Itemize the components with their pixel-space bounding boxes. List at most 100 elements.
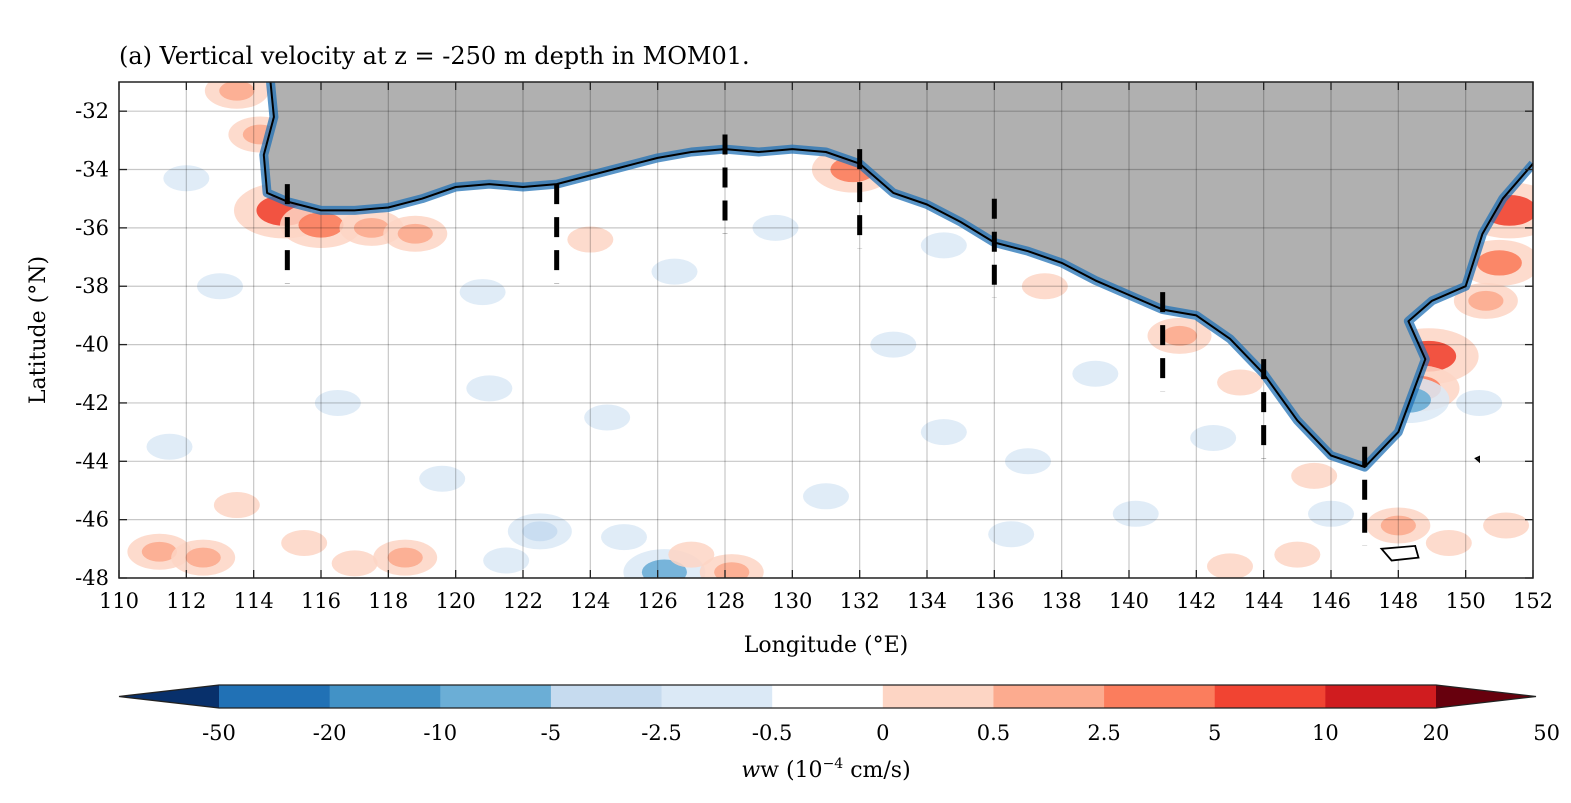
downwelling-patch-26 <box>988 521 1035 548</box>
downwelling-patch-6 <box>163 165 210 192</box>
y-tick-label--38: -38 <box>75 274 109 298</box>
x-tick-label-122: 122 <box>503 589 543 613</box>
coastline <box>259 82 1533 562</box>
downwelling-patch-29 <box>1190 424 1237 451</box>
plot-area <box>119 82 1533 578</box>
x-tick-label-126: 126 <box>638 589 678 613</box>
x-tick-label-134: 134 <box>907 589 947 613</box>
colorbar-tick-label-9: 5 <box>1208 721 1221 745</box>
x-tick-label-150: 150 <box>1446 589 1486 613</box>
upwelling-core-32 <box>1380 515 1416 536</box>
colorbar-bin-4 <box>661 685 773 708</box>
colorbar-tick-label-11: 20 <box>1423 721 1450 745</box>
upwelling-patch-31 <box>1274 541 1321 568</box>
colorbar-tick-label-4: -2.5 <box>641 721 682 745</box>
y-tick-label--46: -46 <box>75 508 109 532</box>
island-outline-1 <box>1474 455 1480 464</box>
colorbar-bin-7 <box>993 685 1105 708</box>
x-tick-label-152: 152 <box>1513 589 1553 613</box>
section-lines <box>284 134 1368 546</box>
downwelling-patch-8 <box>459 279 506 306</box>
colorbar-bin-8 <box>1104 685 1216 708</box>
downwelling-patch-35 <box>1456 389 1503 416</box>
upwelling-core-17 <box>387 547 423 568</box>
x-tick-label-118: 118 <box>368 589 408 613</box>
x-axis-ticks: 110 112 114 116 118 120 122 124 126 128 130 132 134 1… <box>99 82 1553 613</box>
colorbar-extend-high <box>1436 685 1536 708</box>
colorbar: -50 -20 -10 -5 -2.5 -0.5 0 0.5 2.5 5 10 20 50 <box>118 684 1560 745</box>
upwelling-core-14 <box>141 541 177 562</box>
x-tick-label-148: 148 <box>1378 589 1418 613</box>
x-tick-label-136: 136 <box>974 589 1014 613</box>
colorbar-label: ww (10−4 cm/s) <box>741 756 910 783</box>
y-tick-label--42: -42 <box>75 391 109 415</box>
upwelling-core-37 <box>1476 250 1522 276</box>
downwelling-patch-24 <box>803 483 849 510</box>
x-tick-label-140: 140 <box>1109 589 1149 613</box>
colorbar-bin-2 <box>440 685 552 708</box>
chart-title: (a) Vertical velocity at z = -250 m dept… <box>119 42 750 70</box>
upwelling-patch-55 <box>1291 462 1338 489</box>
colorbar-tick-label-1: -20 <box>313 721 347 745</box>
x-tick-label-124: 124 <box>570 589 610 613</box>
upwelling-core-42 <box>1161 325 1198 346</box>
x-tick-label-142: 142 <box>1176 589 1216 613</box>
downwelling-core-18 <box>522 521 558 542</box>
downwelling-patch-50 <box>146 433 193 460</box>
colorbar-bin-9 <box>1214 685 1326 708</box>
colorbar-bin-0 <box>219 685 331 708</box>
colorbar-tick-label-8: 2.5 <box>1087 721 1120 745</box>
colorbar-bin-6 <box>882 685 995 708</box>
upwelling-patch-13 <box>281 529 328 556</box>
colorbar-bin-10 <box>1325 685 1437 708</box>
colorbar-tick-label-5: -0.5 <box>752 721 793 745</box>
upwelling-core-15 <box>185 547 221 568</box>
island-outline-0 <box>1379 544 1420 562</box>
upwelling-patch-22 <box>668 541 715 568</box>
downwelling-patch-11 <box>419 465 466 492</box>
colorbar-tick-label-12: 50 <box>1533 721 1560 745</box>
grid-lines <box>119 82 1533 578</box>
y-tick-label--32: -32 <box>75 99 109 123</box>
colorbar-outline <box>118 684 1537 709</box>
downwelling-patch-25 <box>920 419 967 446</box>
upwelling-patch-16 <box>331 550 378 577</box>
downwelling-patch-28 <box>1112 500 1159 527</box>
x-tick-label-144: 144 <box>1244 589 1284 613</box>
downwelling-patch-52 <box>584 404 631 431</box>
land-mask <box>263 82 1533 468</box>
x-tick-label-128: 128 <box>705 589 745 613</box>
upwelling-core-3 <box>397 223 433 244</box>
x-axis-label: Longitude (°E) <box>744 633 908 658</box>
x-tick-label-112: 112 <box>166 589 206 613</box>
y-tick-label--36: -36 <box>75 216 109 240</box>
upwelling-patch-34 <box>1483 512 1530 539</box>
downwelling-patch-51 <box>870 331 917 358</box>
upwelling-patch-12 <box>213 492 260 519</box>
x-tick-label-138: 138 <box>1042 589 1082 613</box>
upwelling-patch-30 <box>1207 553 1253 578</box>
downwelling-patch-19 <box>483 547 530 574</box>
x-tick-label-130: 130 <box>772 589 812 613</box>
x-tick-label-120: 120 <box>436 589 476 613</box>
upwelling-patch-9 <box>567 226 614 253</box>
x-tick-label-114: 114 <box>234 589 274 613</box>
colorbar-extend-low <box>119 685 219 708</box>
x-tick-label-132: 132 <box>840 589 880 613</box>
upwelling-core-1 <box>298 212 344 238</box>
y-tick-label--48: -48 <box>75 566 109 590</box>
downwelling-patch-49 <box>314 389 361 416</box>
downwelling-patch-46 <box>920 232 967 259</box>
plot-frame <box>118 81 1534 579</box>
colorbar-tick-label-0: -50 <box>202 721 236 745</box>
x-tick-label-110: 110 <box>99 589 139 613</box>
upwelling-patch-43 <box>1217 369 1264 396</box>
upwelling-core-5 <box>219 82 255 101</box>
upwelling-patch-33 <box>1425 529 1472 556</box>
downwelling-patch-10 <box>651 258 698 285</box>
x-tick-label-116: 116 <box>301 589 341 613</box>
y-tick-label--40: -40 <box>75 333 109 357</box>
australia-land <box>263 82 1533 468</box>
downwelling-patch-47 <box>752 214 799 241</box>
